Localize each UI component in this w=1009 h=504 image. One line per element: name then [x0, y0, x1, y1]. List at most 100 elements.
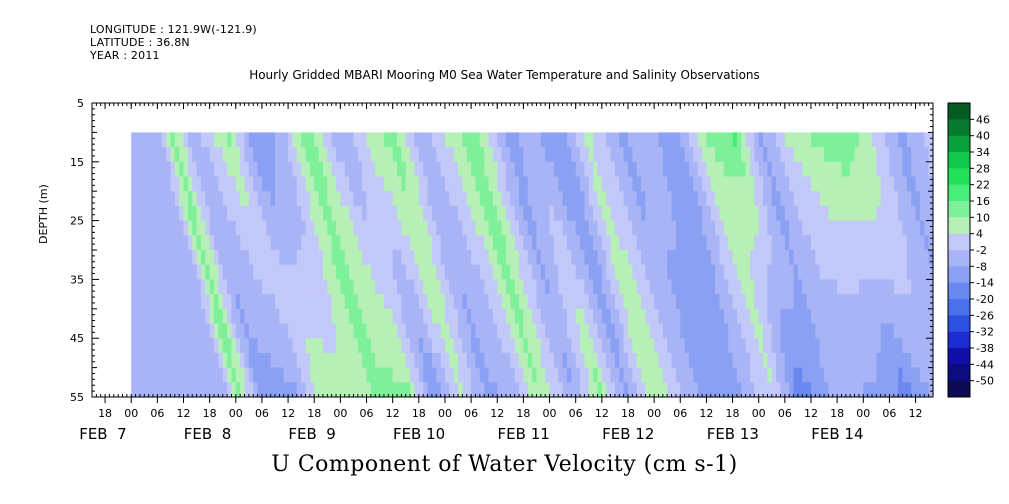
heatmap-cell [144, 338, 150, 354]
heatmap-cell [218, 132, 224, 148]
heatmap-cell [928, 338, 934, 354]
heatmap-cell [675, 161, 681, 178]
heatmap-cell [135, 294, 141, 310]
heatmap-cell [815, 323, 821, 339]
heatmap-cell [845, 308, 851, 325]
heatmap-cell [375, 294, 381, 310]
heatmap-cell [824, 250, 830, 266]
heatmap-cell [314, 147, 320, 163]
heatmap-cell [353, 323, 359, 339]
heatmap-cell [519, 205, 524, 222]
heatmap-cell [331, 294, 337, 310]
heatmap-cell [240, 338, 246, 354]
heatmap-cell [898, 264, 904, 280]
heatmap-cell [209, 235, 215, 251]
heatmap-cell [915, 367, 921, 383]
heatmap-cell [357, 264, 363, 280]
heatmap-cell [261, 338, 267, 354]
heatmap-cell [270, 294, 276, 310]
heatmap-cell [227, 338, 233, 354]
heatmap-cell [867, 161, 873, 178]
heatmap-cell [275, 161, 280, 178]
heatmap-cell [597, 176, 603, 192]
heatmap-cell [449, 147, 455, 163]
heatmap-cell [275, 235, 280, 251]
heatmap-cell [575, 323, 581, 339]
heatmap-cell [192, 264, 198, 280]
heatmap-cell [475, 220, 481, 236]
heatmap-cell [479, 367, 485, 383]
heatmap-cell [418, 250, 424, 266]
heatmap-cell [431, 250, 437, 266]
heatmap-cell [558, 220, 564, 236]
heatmap-cell [366, 132, 372, 148]
heatmap-cell [706, 382, 712, 398]
heatmap-cell [540, 176, 546, 192]
heatmap-cell [505, 132, 511, 148]
heatmap-cell [318, 338, 324, 354]
heatmap-cell [758, 308, 764, 325]
heatmap-cell [214, 176, 219, 192]
heatmap-cell [514, 279, 520, 295]
heatmap-cell [654, 294, 660, 310]
heatmap-cell [632, 132, 638, 148]
heatmap-cell [584, 147, 590, 163]
heatmap-cell [597, 220, 603, 236]
heatmap-cell [845, 338, 851, 354]
heatmap-cell [458, 235, 463, 251]
heatmap-cell [327, 220, 333, 236]
heatmap-cell [562, 279, 568, 295]
heatmap-cell [379, 147, 385, 163]
heatmap-cell [222, 352, 228, 369]
heatmap-cell [257, 367, 263, 383]
heatmap-cell [723, 176, 729, 192]
heatmap-cell [580, 147, 585, 163]
heatmap-cell [174, 279, 180, 295]
heatmap-cell [732, 132, 738, 148]
heatmap-cell [828, 191, 834, 207]
heatmap-cell [627, 367, 633, 383]
heatmap-cell [558, 205, 564, 222]
heatmap-cell [780, 161, 786, 178]
heatmap-cell [410, 191, 416, 207]
heatmap-cell [684, 367, 690, 383]
heatmap-cell [397, 250, 402, 266]
heatmap-cell [867, 147, 873, 163]
heatmap-cell [793, 220, 799, 236]
heatmap-cell [410, 264, 416, 280]
heatmap-cell [758, 338, 764, 354]
heatmap-cell [248, 191, 254, 207]
heatmap-cell [654, 279, 660, 295]
heatmap-cell [906, 279, 912, 295]
heatmap-cell [510, 176, 516, 192]
heatmap-cell [815, 205, 821, 222]
heatmap-cell [218, 235, 224, 251]
heatmap-cell [545, 250, 551, 266]
heatmap-cell [924, 147, 930, 163]
heatmap-cell [148, 235, 154, 251]
heatmap-cell [749, 161, 755, 178]
heatmap-cell [885, 294, 891, 310]
heatmap-cell [885, 367, 891, 383]
heatmap-cell [327, 205, 333, 222]
heatmap-cell [336, 250, 341, 266]
heatmap-cell [523, 323, 529, 339]
heatmap-cell [288, 176, 294, 192]
heatmap-cell [649, 308, 655, 325]
heatmap-cell [414, 367, 420, 383]
heatmap-cell [915, 147, 921, 163]
heatmap-cell [536, 220, 542, 236]
heatmap-cell [871, 161, 877, 178]
heatmap-cell [697, 176, 703, 192]
heatmap-cell [863, 147, 869, 163]
heatmap-cell [758, 132, 764, 148]
heatmap-cell [854, 191, 860, 207]
heatmap-cell [771, 294, 777, 310]
heatmap-cell [850, 132, 856, 148]
heatmap-cell [671, 352, 677, 369]
heatmap-cell [227, 279, 233, 295]
heatmap-cell [828, 367, 834, 383]
heatmap-cell [505, 352, 511, 369]
heatmap-cell [331, 338, 337, 354]
heatmap-cell [636, 279, 642, 295]
